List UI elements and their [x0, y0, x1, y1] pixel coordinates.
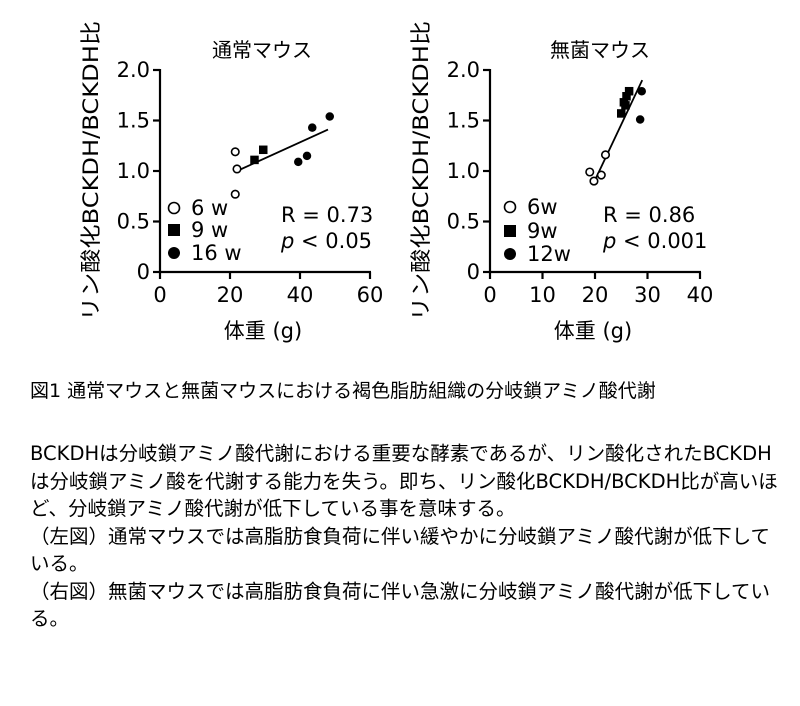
- legend-label: 6w: [527, 195, 558, 219]
- data-point: [302, 151, 312, 161]
- data-point: [230, 189, 240, 199]
- data-point: [624, 86, 634, 96]
- y-tick-label: 1.0: [117, 159, 150, 183]
- legend-label: 6 w: [191, 196, 228, 220]
- data-point: [230, 147, 240, 157]
- y-tick-label: 2.0: [447, 58, 480, 82]
- y-tick-label: 1.0: [447, 159, 480, 183]
- y-tick-label: 0.5: [447, 210, 480, 234]
- data-point: [622, 92, 631, 101]
- series: [585, 150, 611, 186]
- data-point: [232, 164, 242, 174]
- regression-line: [236, 128, 329, 172]
- regression-line: [594, 79, 644, 181]
- p-value: p < 0.001: [602, 229, 707, 253]
- correlation-r: R = 0.86: [603, 203, 695, 227]
- legend-label: 9w: [527, 219, 558, 243]
- data-point: [504, 225, 516, 237]
- y-tick-label: 2.0: [117, 58, 150, 82]
- legend-label: 16 w: [191, 241, 242, 265]
- figure-caption: 図1 通常マウスと無菌マウスにおける褐色脂肪組織の分岐鎖アミノ酸代謝: [30, 380, 656, 402]
- description-paragraph-3: （右図）無菌マウスでは高脂肪食負荷に伴い急激に分岐鎖アミノ酸代謝が低下している。: [30, 579, 771, 631]
- data-point: [589, 176, 599, 186]
- chart-title: 通常マウス: [212, 38, 312, 62]
- series: [250, 145, 268, 165]
- legend-label: 12w: [527, 242, 571, 266]
- data-point: [167, 201, 181, 215]
- x-tick-label: 0: [483, 283, 496, 307]
- x-tick-label: 20: [217, 283, 244, 307]
- data-point: [600, 150, 611, 160]
- chart-2: 無菌マウス リン酸化BCKDH/BCKDH比 0 0.5 1.0 1.5 2.0 0 10 20 3…: [409, 21, 713, 343]
- y-tick-label: 0: [467, 260, 480, 284]
- correlation-r: R = 0.73: [281, 203, 373, 227]
- y-axis-label: リン酸化BCKDH/BCKDH比: [79, 21, 103, 321]
- x-tick-label: 20: [582, 283, 609, 307]
- series: [230, 147, 242, 199]
- data-point: [168, 247, 180, 259]
- legend: 6 w9 w16 w: [167, 196, 242, 265]
- y-tick-label: 1.5: [447, 109, 480, 133]
- x-tick-label: 40: [287, 283, 314, 307]
- data-point: [504, 248, 516, 260]
- x-tick-label: 10: [529, 283, 556, 307]
- data-point: [259, 145, 268, 155]
- data-point: [621, 101, 630, 110]
- y-tick-label: 0: [137, 260, 150, 284]
- data-point: [637, 86, 646, 96]
- data-point: [294, 157, 303, 167]
- x-axis-label: 体重 (g): [224, 319, 302, 343]
- data-point: [308, 123, 317, 132]
- y-tick-label: 1.5: [117, 109, 150, 133]
- legend-label: 9 w: [191, 218, 228, 242]
- series: [294, 112, 334, 167]
- y-axis-label: リン酸化BCKDH/BCKDH比: [409, 21, 433, 321]
- data-point: [596, 170, 606, 180]
- series: [635, 86, 646, 124]
- p-value: p < 0.05: [280, 229, 372, 253]
- data-point: [250, 155, 259, 165]
- x-tick-label: 0: [153, 283, 166, 307]
- y-tick-label: 0.5: [117, 210, 150, 234]
- figure-charts: 通常マウス リン酸化BCKDH/BCKDH比 0 0.5 1.0 1.5 2.0 0 20 40 6…: [79, 21, 713, 343]
- data-point: [325, 112, 334, 121]
- series: [617, 86, 634, 118]
- description-paragraph-2: （左図）通常マウスでは高脂肪食負荷に伴い緩やかに分岐鎖アミノ酸代謝が低下している…: [30, 524, 771, 576]
- chart-1: 通常マウス リン酸化BCKDH/BCKDH比 0 0.5 1.0 1.5 2.0 0 20 40 6…: [79, 21, 383, 343]
- data-point: [168, 224, 180, 236]
- x-tick-label: 40: [687, 283, 714, 307]
- data-point: [617, 109, 626, 118]
- description: BCKDHは分岐鎖アミノ酸代謝における重要な酵素であるが、リン酸化されたBCKD…: [30, 440, 780, 633]
- data-point: [503, 200, 517, 214]
- chart-title: 無菌マウス: [550, 38, 650, 62]
- x-tick-label: 60: [357, 283, 384, 307]
- data-point: [585, 167, 595, 177]
- x-axis-label: 体重 (g): [554, 319, 632, 343]
- description-paragraph-1: BCKDHは分岐鎖アミノ酸代謝における重要な酵素であるが、リン酸化されたBCKD…: [30, 442, 778, 520]
- x-tick-label: 30: [634, 283, 661, 307]
- data-point: [635, 115, 645, 124]
